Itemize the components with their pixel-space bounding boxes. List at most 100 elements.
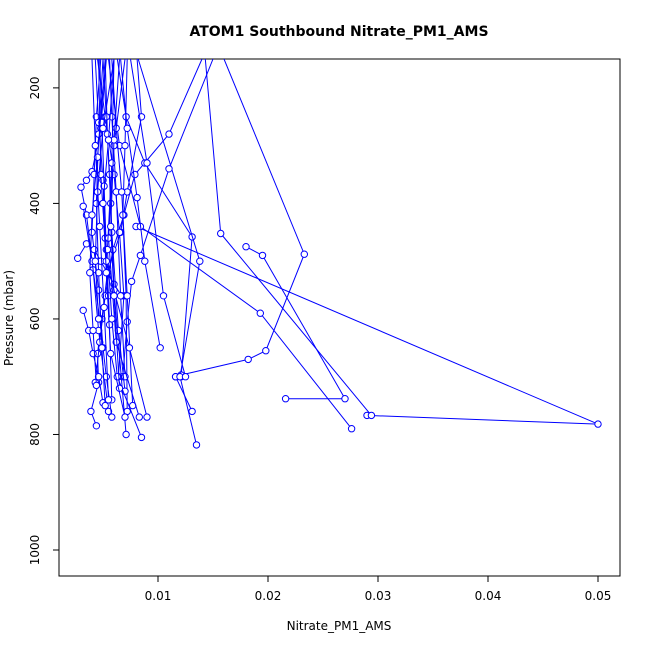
x-tick-label-4: 0.05	[585, 589, 612, 603]
data-point-7-0	[242, 243, 250, 251]
series-line-4	[175, 59, 305, 378]
data-point-31-3	[91, 257, 100, 265]
x-tick-label-0: 0.01	[145, 589, 172, 603]
data-point-10-3	[256, 309, 264, 317]
data-point-4-3	[244, 355, 252, 364]
data-point-30-4	[89, 326, 97, 335]
data-point-30-5	[92, 381, 101, 390]
x-axis: 0.01 0.02 0.03 0.04 0.05	[145, 576, 612, 603]
y-tick-label-2: 600	[28, 307, 42, 330]
data-point-27-2	[159, 292, 168, 300]
data-point-28-3	[125, 344, 134, 352]
data-point-3-6	[188, 407, 196, 416]
data-point-9-3	[127, 277, 136, 286]
data-point-11-3	[115, 228, 124, 237]
y-axis-label: Pressure (mbar)	[2, 270, 16, 366]
data-point-31-4	[94, 315, 103, 323]
data-point-26-3	[108, 315, 116, 323]
data-point-29-2	[107, 222, 115, 231]
x-tick-label-3: 0.04	[475, 589, 502, 603]
data-point-25-1	[94, 130, 103, 138]
data-point-23-2	[133, 193, 141, 202]
data-point-5-3	[192, 441, 201, 449]
series-line-9	[122, 59, 214, 377]
data-point-10-4	[347, 425, 356, 433]
data-point-8-1	[217, 229, 225, 238]
data-point-20-3	[123, 292, 131, 300]
series-line-7	[245, 246, 346, 400]
data-point-23-4	[156, 344, 164, 352]
data-point-33-5	[121, 413, 129, 421]
y-tick-label-0: 200	[28, 76, 42, 99]
data-point-31-1	[99, 124, 107, 133]
data-point-8-2	[367, 411, 376, 420]
y-tick-label-3: 800	[28, 423, 42, 446]
data-point-26-5	[137, 433, 146, 442]
data-point-30-3	[86, 269, 94, 277]
data-point-32-4	[104, 396, 113, 404]
data-point-9-2	[136, 251, 145, 260]
data-point-33-3	[102, 269, 111, 277]
data-point-15-2	[89, 349, 97, 358]
data-point-28-4	[143, 413, 151, 421]
data-point-2-3	[82, 176, 91, 185]
data-point-23-3	[141, 257, 149, 265]
data-point-25-4	[98, 344, 106, 352]
series-line-8	[204, 59, 372, 416]
data-point-29-3	[110, 292, 118, 300]
data-point-2-8	[104, 407, 113, 416]
data-point-33-2	[99, 199, 107, 208]
data-point-23-1	[123, 124, 131, 133]
data-point-27-1	[143, 159, 151, 167]
data-point-26-1	[108, 159, 116, 167]
data-point-32-3	[100, 303, 108, 312]
chart-title: ATOM1 Southbound Nitrate_PM1_AMS	[189, 24, 488, 40]
data-point-32-2	[96, 222, 104, 231]
x-tick-label-2: 0.03	[365, 589, 392, 603]
data-point-9-1	[165, 165, 173, 173]
y-axis: 200 400 600 800 1000	[28, 76, 59, 565]
data-point-14-4	[108, 413, 116, 421]
data-point-13-2	[90, 245, 98, 254]
data-point-0-8	[87, 407, 95, 416]
x-axis-label: Nitrate_PM1_AMS	[287, 619, 392, 633]
data-point-13-0	[74, 254, 82, 262]
data-point-9-4	[123, 318, 131, 326]
data-point-22-1	[103, 130, 112, 138]
data-point-1-2	[131, 170, 139, 179]
data-point-30-2	[88, 211, 96, 219]
x-tick-label-1: 0.02	[255, 589, 282, 603]
data-point-25-5	[101, 401, 109, 410]
plot-frame	[58, 58, 621, 577]
data-point-32-1	[91, 141, 100, 150]
data-point-7-2	[341, 395, 349, 403]
series-line-33	[102, 59, 126, 418]
series-line-30	[89, 59, 106, 386]
data-point-4-2	[262, 347, 270, 355]
data-point-0-9	[92, 422, 101, 430]
data-point-22-4	[122, 430, 130, 439]
data-point-33-1	[104, 136, 113, 144]
series-line-6	[135, 226, 599, 425]
y-tick-label-4: 1000	[28, 535, 42, 566]
data-point-15-0	[79, 306, 87, 314]
y-tick-label-1: 400	[28, 192, 42, 215]
data-point-6-1	[594, 420, 602, 428]
data-point-1-1	[165, 130, 173, 138]
data-point-2-4	[77, 183, 85, 191]
data-point-7-1	[258, 251, 267, 260]
series-line-10	[108, 59, 352, 430]
data-point-7-3	[281, 395, 290, 403]
data-point-12-3	[88, 228, 96, 237]
data-point-5-1	[196, 257, 204, 265]
data-point-17-3	[116, 292, 125, 300]
data-point-30-1	[93, 153, 102, 161]
plot-area	[74, 59, 602, 449]
data-point-27-3	[181, 373, 190, 381]
series-line-5	[137, 59, 201, 446]
data-point-20-2	[118, 188, 126, 196]
series-line-27	[130, 59, 186, 377]
data-point-24-4	[135, 413, 144, 421]
data-point-33-4	[107, 349, 115, 358]
